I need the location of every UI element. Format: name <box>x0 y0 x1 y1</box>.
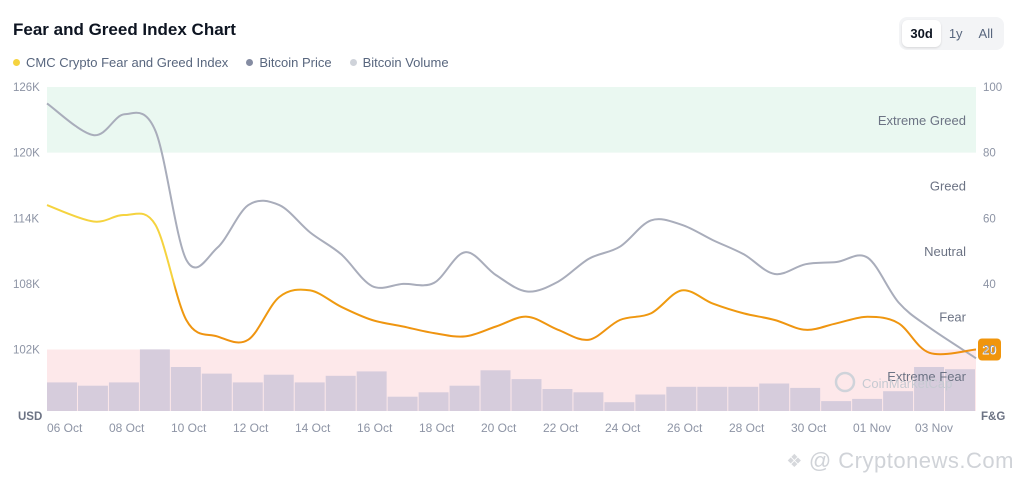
volume-bar <box>759 383 790 411</box>
volume-bar <box>728 386 759 411</box>
range-all-button[interactable]: All <box>971 20 1001 47</box>
legend-item-fear-greed[interactable]: CMC Crypto Fear and Greed Index <box>13 55 228 70</box>
volume-bar <box>139 349 170 411</box>
x-axis-tick: 30 Oct <box>791 421 827 435</box>
x-axis-tick: 20 Oct <box>481 421 517 435</box>
zone-label: Neutral <box>924 244 966 259</box>
time-range-selector: 30d 1y All <box>899 17 1004 50</box>
left-axis-tick: 102K <box>13 345 40 357</box>
bitcoin-price-line <box>46 102 977 360</box>
volume-bar <box>511 379 542 411</box>
x-axis-tick: 28 Oct <box>729 421 765 435</box>
zone-label: Extreme Fear <box>887 369 966 384</box>
x-axis-tick: 01 Nov <box>853 421 891 435</box>
zone-extreme-greed <box>47 87 976 153</box>
x-axis-tick: 08 Oct <box>109 421 145 435</box>
x-axis-tick: 16 Oct <box>357 421 393 435</box>
legend-item-bitcoin-price[interactable]: Bitcoin Price <box>246 55 332 70</box>
volume-bar <box>170 367 201 411</box>
zone-label: Fear <box>939 310 966 325</box>
left-axis-tick: 126K <box>13 82 40 94</box>
volume-bar <box>821 401 852 411</box>
x-axis-tick: 12 Oct <box>233 421 269 435</box>
page-title: Fear and Greed Index Chart <box>13 20 236 39</box>
x-axis-tick: 10 Oct <box>171 421 207 435</box>
right-axis-tick: 40 <box>983 279 996 291</box>
legend-dot-bitcoin-price <box>246 59 254 66</box>
volume-bar <box>201 373 232 411</box>
x-axis-tick: 26 Oct <box>667 421 703 435</box>
right-axis-tick: 80 <box>983 148 996 160</box>
legend-item-bitcoin-volume[interactable]: Bitcoin Volume <box>349 55 449 70</box>
volume-bar <box>356 371 387 411</box>
volume-bar <box>77 385 108 411</box>
right-axis-label: F&G <box>981 411 1005 423</box>
volume-bar <box>945 369 975 411</box>
volume-bar <box>666 386 697 411</box>
volume-bar <box>852 398 883 411</box>
legend-label-bitcoin-volume: Bitcoin Volume <box>362 55 449 70</box>
volume-bar <box>480 370 511 411</box>
coinmarketcap-watermark: CoinMarketCap <box>862 376 952 391</box>
volume-bar <box>232 382 263 411</box>
volume-bar <box>325 375 356 411</box>
volume-bar <box>697 386 728 411</box>
volume-bar <box>604 402 635 411</box>
volume-bar <box>914 367 945 411</box>
volume-bar <box>263 374 294 411</box>
volume-bar <box>542 389 573 411</box>
chart-legend: CMC Crypto Fear and Greed Index Bitcoin … <box>13 55 449 70</box>
latest-value-badge <box>978 338 1001 361</box>
watermark-text: @ Cryptonews.Com <box>808 448 1014 473</box>
x-axis-tick: 24 Oct <box>605 421 641 435</box>
watermark: ❖ @ Cryptonews.Com <box>786 448 1014 474</box>
left-axis-tick: 108K <box>13 279 40 291</box>
x-axis-tick: 22 Oct <box>543 421 579 435</box>
volume-bar <box>635 394 666 411</box>
fear-greed-line <box>46 204 977 356</box>
x-axis-tick: 14 Oct <box>295 421 331 435</box>
x-axis-tick: 03 Nov <box>915 421 953 435</box>
x-axis-tick: 18 Oct <box>419 421 455 435</box>
range-1y-button[interactable]: 1y <box>941 20 971 47</box>
volume-bar <box>108 382 139 411</box>
right-axis-tick: 20 <box>983 345 996 357</box>
legend-label-fear-greed: CMC Crypto Fear and Greed Index <box>26 55 229 70</box>
zone-label: Extreme Greed <box>878 113 966 128</box>
left-axis-tick: 120K <box>13 148 40 160</box>
legend-dot-fear-greed <box>13 59 20 66</box>
right-axis-tick: 100 <box>983 82 1002 94</box>
volume-bar <box>449 385 480 411</box>
left-axis-label: USD <box>18 411 42 423</box>
coinmarketcap-logo-icon <box>834 371 856 393</box>
volume-bar <box>294 382 325 411</box>
volume-bar <box>573 392 604 411</box>
range-30d-button[interactable]: 30d <box>902 20 941 47</box>
legend-dot-bitcoin-volume <box>349 59 357 66</box>
volume-bar <box>418 392 449 411</box>
x-axis-tick: 06 Oct <box>47 421 83 435</box>
volume-bar <box>790 387 821 411</box>
legend-label-bitcoin-price: Bitcoin Price <box>259 55 332 70</box>
right-axis-tick: 60 <box>983 213 996 225</box>
cryptonews-logo-icon: ❖ <box>786 450 803 471</box>
zone-label: Greed <box>930 178 966 193</box>
volume-bar <box>47 382 77 411</box>
volume-bar <box>387 396 418 411</box>
latest-value-label: 20 <box>982 343 996 358</box>
volume-bar <box>883 391 914 411</box>
left-axis-tick: 114K <box>13 213 39 225</box>
